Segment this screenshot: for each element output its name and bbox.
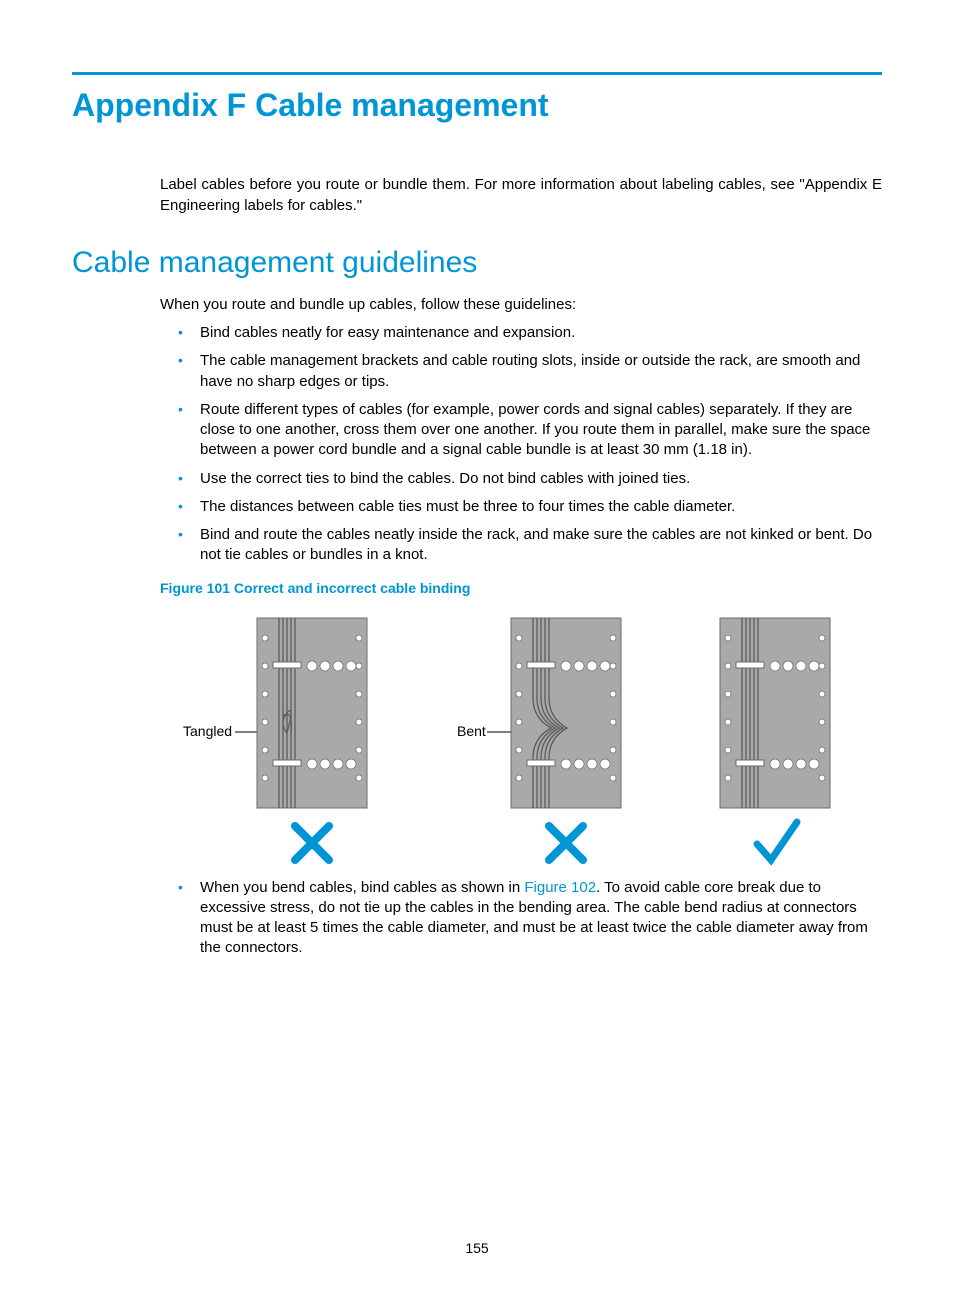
figure-row: Tangled [160,608,882,868]
list-item: The cable management brackets and cable … [160,351,882,392]
page-number: 155 [0,1240,954,1256]
page-title: Appendix F Cable management [72,87,882,124]
guidelines-list-b: When you bend cables, bind cables as sho… [160,878,882,959]
panel-label: Bent [457,723,486,739]
list-item: When you bend cables, bind cables as sho… [160,878,882,959]
list-item: The distances between cable ties must be… [160,497,882,517]
x-mark-icon [295,826,329,860]
figure-panel-tangled: Tangled [177,608,397,868]
intro-paragraph: Label cables before you route or bundle … [160,174,882,216]
bullet-text-pre: When you bend cables, bind cables as sho… [200,879,524,896]
lead-paragraph: When you route and bundle up cables, fol… [160,296,882,313]
section-heading: Cable management guidelines [72,246,882,280]
panel-label: Tangled [183,723,232,739]
guidelines-list: Bind cables neatly for easy maintenance … [160,323,882,566]
list-item: Use the correct ties to bind the cables.… [160,469,882,489]
x-mark-icon [549,826,583,860]
list-item: Bind and route the cables neatly inside … [160,525,882,566]
figure-panel-correct [685,608,865,868]
list-item: Route different types of cables (for exa… [160,400,882,461]
figure-link[interactable]: Figure 102 [524,879,596,896]
figure-panel-bent: Bent [431,608,651,868]
figure-caption: Figure 101 Correct and incorrect cable b… [160,580,882,596]
list-item: Bind cables neatly for easy maintenance … [160,323,882,343]
check-mark-icon [757,822,797,860]
top-rule [72,72,882,75]
